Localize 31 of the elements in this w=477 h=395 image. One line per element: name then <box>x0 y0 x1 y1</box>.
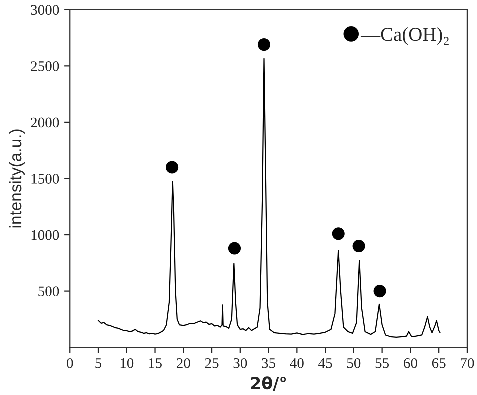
y-tick-label: 1500 <box>32 174 60 184</box>
x-tick-label: 40 <box>290 358 304 368</box>
x-axis-title: 2θ/° <box>251 376 286 392</box>
legend-label: —Ca(OH)₂ <box>360 27 449 46</box>
x-tick-label: 0 <box>67 358 74 368</box>
point <box>374 285 386 298</box>
x-tick-label: 20 <box>176 358 190 368</box>
y-tick-label: 1000 <box>32 230 60 240</box>
x-tick-label: 70 <box>461 358 474 368</box>
x-tick-label: 5 <box>96 358 102 368</box>
x-tick-label: 60 <box>404 358 418 368</box>
x-tick-label: 50 <box>347 358 361 368</box>
x-tick-label: 65 <box>432 358 446 368</box>
x-tick-label: 15 <box>149 358 162 368</box>
x-tick-label: 10 <box>120 358 134 368</box>
x-tick-label: 45 <box>318 358 332 368</box>
y-tick-label: 2000 <box>31 118 60 128</box>
line-series <box>98 58 441 338</box>
x-tick-label: 25 <box>205 358 219 368</box>
y-tick-label: 500 <box>38 286 60 297</box>
point <box>166 161 179 174</box>
point <box>332 228 345 240</box>
point <box>352 240 366 253</box>
point <box>258 38 271 52</box>
point <box>228 242 242 255</box>
x-tick-label: 30 <box>234 358 248 368</box>
y-tick-label: 2500 <box>31 62 60 72</box>
y-tick-label: 3000 <box>31 5 60 16</box>
x-tick-label: 35 <box>262 358 276 368</box>
y-axis-title: intensity(a.u.) <box>9 130 25 228</box>
x-tick-label: 55 <box>376 358 390 368</box>
